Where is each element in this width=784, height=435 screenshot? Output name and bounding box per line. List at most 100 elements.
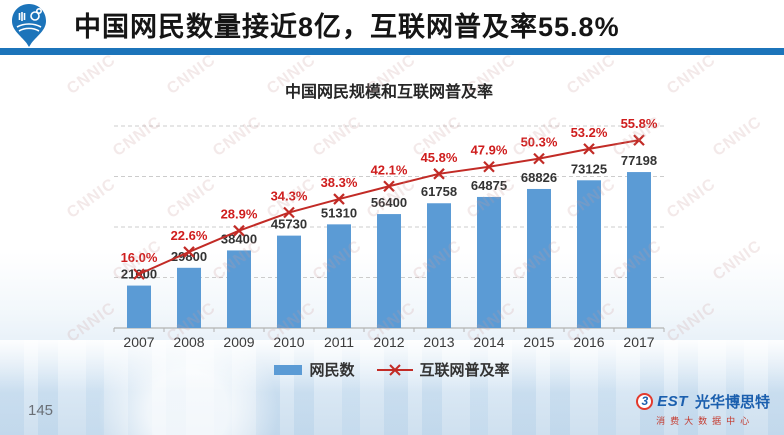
bar-value-label-2011: 51310 [321, 205, 357, 220]
line-marker-x [283, 206, 295, 219]
bar-series-swatch [274, 364, 303, 375]
bar-2007 [127, 285, 151, 328]
percent-label-2016: 53.2% [571, 125, 608, 140]
legend-label-users: 网民数 [309, 362, 355, 379]
percent-label-2009: 28.9% [221, 207, 258, 222]
bar-value-label-2013: 61758 [421, 184, 457, 199]
cnnic-watermark: CNNIC [710, 113, 766, 160]
bar-value-label-2008: 29800 [171, 249, 207, 264]
cnnic-watermark: CNNIC [310, 113, 366, 160]
cnnic-watermark: CNNIC [210, 237, 266, 284]
cnnic-watermark: CNNIC [410, 113, 466, 160]
cnnic-watermark: CNNIC [564, 175, 620, 222]
brand-circle-icon: 3 [636, 393, 654, 410]
penetration-line [138, 139, 640, 276]
line-marker-x [483, 160, 495, 173]
line-marker-x [483, 160, 495, 173]
cnnic-watermark: CNNIC [310, 237, 366, 284]
bar-2010 [277, 235, 301, 328]
line-marker-x [133, 268, 145, 280]
brand-subtitle: 消费大数据中心 [656, 416, 755, 426]
line-marker-x [183, 246, 195, 258]
line-marker-x [333, 193, 345, 205]
bar-2008 [177, 267, 201, 328]
percent-label-2012: 42.1% [371, 162, 408, 177]
bar-2015 [527, 188, 551, 328]
bar-2009 [227, 250, 251, 328]
brand-latin-name: EST [657, 393, 688, 410]
legend-label-penetration: 互联网普及率 [419, 362, 510, 379]
line-marker-x [383, 180, 395, 193]
page-number: 145 [28, 402, 54, 419]
bar-value-label-2014: 64875 [471, 178, 507, 193]
cnnic-watermark: CNNIC [464, 175, 520, 222]
cnnic-watermark: CNNIC [164, 175, 220, 222]
cnnic-watermark: CNNIC [110, 113, 166, 160]
percent-label-2007: 16.0% [121, 250, 158, 265]
line-series-marker-icon [376, 363, 413, 376]
percent-label-2008: 22.6% [171, 228, 208, 243]
cnnic-watermark: CNNIC [210, 113, 266, 160]
bar-value-label-2017: 77198 [621, 153, 657, 168]
percent-label-2017: 55.8% [621, 116, 658, 131]
line-marker-x [583, 143, 595, 155]
bar-2014 [477, 196, 501, 328]
legend-item-users: 网民数 [274, 359, 355, 380]
line-marker-x [233, 224, 245, 237]
line-marker-x [633, 134, 645, 146]
cnnic-watermark: CNNIC [410, 237, 466, 284]
bar-value-label-2009: 38400 [221, 231, 257, 246]
bar-2017 [627, 172, 651, 328]
cnnic-watermark: CNNIC [364, 175, 420, 222]
chart-legend: 网民数 互联网普及率 [0, 359, 784, 380]
cnnic-watermark: CNNIC [64, 175, 120, 222]
percent-label-2010: 34.3% [271, 189, 308, 204]
bar-2013 [427, 203, 451, 328]
line-marker-x [583, 143, 595, 155]
bar-value-label-2007: 21000 [121, 267, 157, 282]
bar-value-label-2016: 73125 [571, 161, 607, 176]
percent-label-2014: 47.9% [471, 143, 508, 158]
bar-value-label-2010: 45730 [271, 217, 307, 232]
bar-value-label-2012: 56400 [371, 195, 407, 210]
bar-value-label-2015: 68826 [521, 170, 557, 185]
cnnic-watermark: CNNIC [664, 175, 720, 222]
chart-title: 中国网民规模和互联网普及率 [284, 84, 493, 101]
cnnic-watermark: CNNIC [510, 113, 566, 160]
percent-label-2011: 38.3% [321, 175, 358, 190]
legend-item-penetration: 互联网普及率 [376, 359, 510, 380]
percent-label-2013: 45.8% [421, 150, 458, 165]
cnnic-watermark: CNNIC [710, 237, 766, 284]
cnnic-watermark: CNNIC [664, 51, 720, 98]
cnnic-watermark: CNNIC [610, 237, 666, 284]
cnnic-watermark: CNNIC [64, 51, 120, 98]
brand-name-row: 3 EST 光华博思特 [636, 391, 770, 412]
percent-label-2015: 50.3% [521, 135, 558, 150]
line-marker-x [383, 180, 395, 193]
slide-header: 中国网民数量接近8亿，互联网普及率55.8% [0, 0, 784, 48]
cnnic-watermark: CNNIC [264, 175, 320, 222]
cnnic-watermark: CNNIC [110, 237, 166, 284]
bar-2012 [377, 214, 401, 328]
line-marker-x [433, 168, 445, 180]
bar-2011 [327, 224, 351, 328]
brand-pin-logo-icon [12, 4, 46, 47]
line-marker-x [283, 206, 295, 219]
line-marker-x [133, 268, 145, 280]
header-accent-rule [0, 48, 784, 55]
line-marker-x [633, 134, 645, 146]
cnnic-watermark: CNNIC [510, 237, 566, 284]
brand-chinese-name: 光华博思特 [694, 394, 770, 411]
page-title: 中国网民数量接近8亿，互联网普及率55.8% [74, 11, 620, 42]
city-skyline-background [0, 340, 784, 435]
footer-brand-logo: 3 EST 光华博思特 消费大数据中心 [636, 391, 770, 427]
cnnic-watermark: CNNIC [610, 113, 666, 160]
line-marker-x [433, 168, 445, 180]
line-marker-x [533, 152, 545, 165]
line-marker-x [333, 193, 345, 205]
line-marker-x [233, 224, 245, 237]
bar-2016 [577, 180, 601, 328]
line-marker-x [183, 246, 195, 258]
line-marker-x [533, 152, 545, 165]
